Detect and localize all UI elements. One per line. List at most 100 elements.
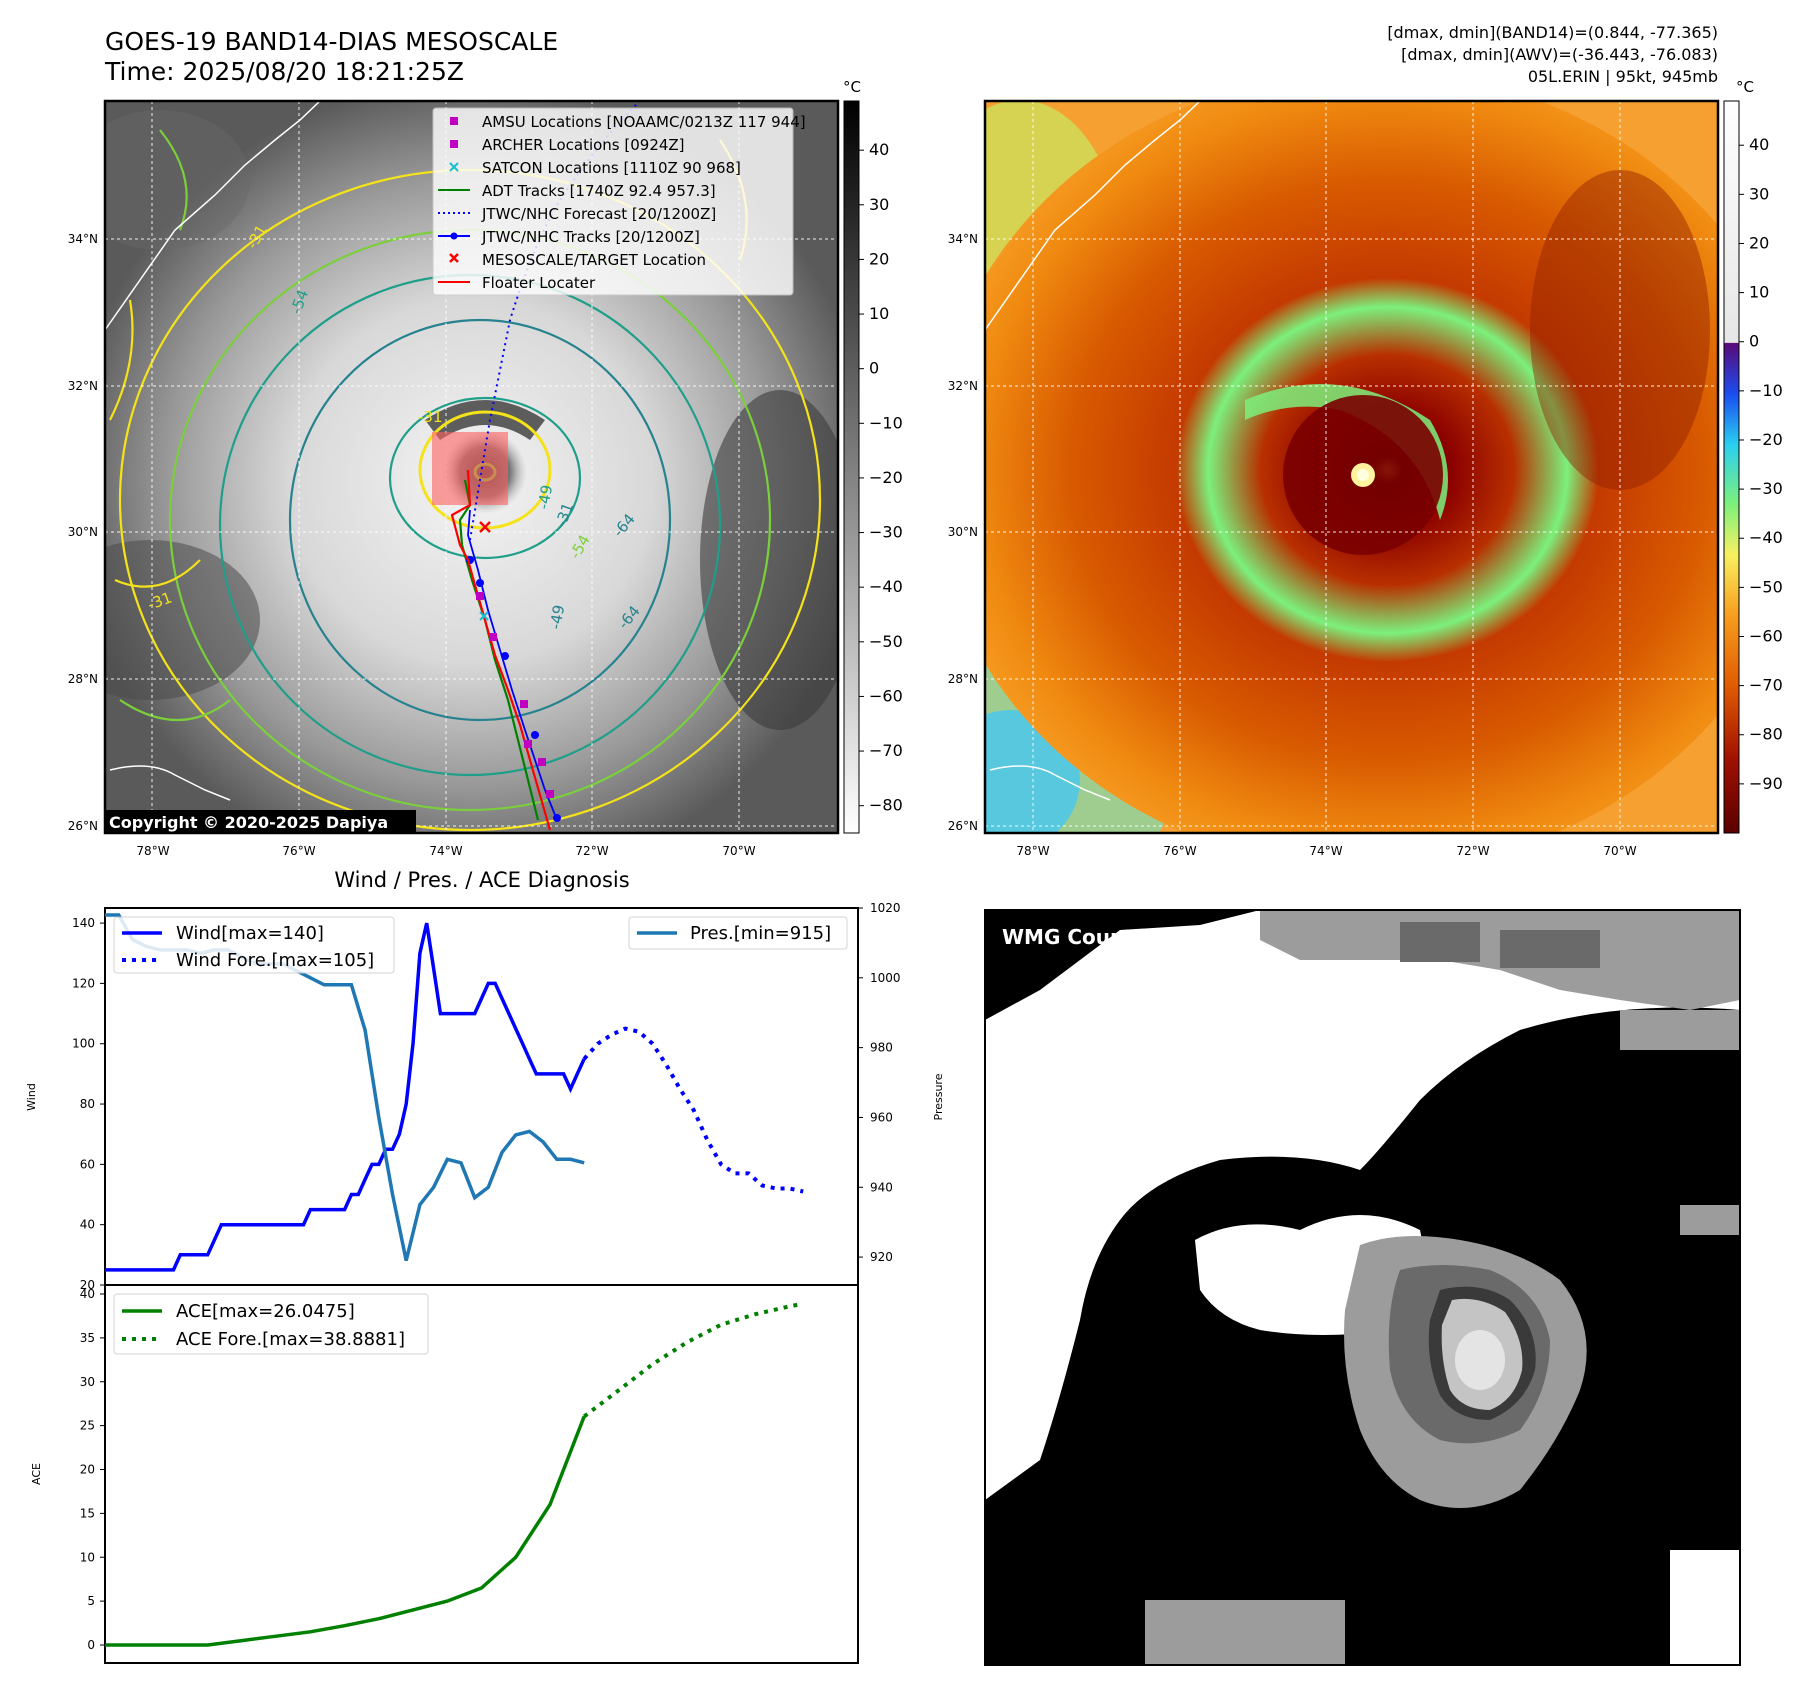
ace-ylabel: ACE [30,1463,43,1485]
colorbar-tick-label: −60 [1749,626,1783,645]
axis-tick-label: 25 [80,1419,95,1433]
legend-satcon: SATCON Locations [1110Z 90 968] [482,159,741,177]
map-ir-axis: 78°W 76°W 74°W 72°W 70°W 34°N 32°N 30°N … [68,232,756,858]
map-legend: AMSU Locations [NOAAMC/0213Z 117 944] AR… [432,107,806,296]
wmg-count-label: WMG Count: 0 [1002,925,1163,949]
lat-tick: 28°N [68,672,98,686]
colorbar-tick-label: −70 [1749,676,1783,695]
colorbar-tick-label: 40 [869,140,889,159]
axis-tick-label: 1020 [870,901,901,915]
lon-tick: 76°W [282,844,315,858]
lon-tick: 74°W [429,844,462,858]
legend-wind: Wind[max=140] [176,923,324,944]
copyright-badge: Copyright © 2020-2025 Dapiya [104,810,416,834]
map-ir-frame [103,99,840,835]
lon-tick: 70°W [722,844,755,858]
magenta-square-icon [450,117,458,125]
lat-tick: 30°N [68,525,98,539]
axis-tick-label: 980 [870,1041,893,1055]
lon-tick: 78°W [1016,844,1049,858]
colorbar-tick-label: 30 [869,195,889,214]
colorbar-tick-label: −80 [1749,725,1783,744]
legend-archer: ARCHER Locations [0924Z] [482,136,685,154]
colorbar-tick-label: −50 [869,632,903,651]
map-color-axis: 78°W 76°W 74°W 72°W 70°W 34°N 32°N 30°N … [948,232,1637,858]
colorbar-tick-label: −10 [1749,381,1783,400]
lat-tick: 30°N [948,525,978,539]
target-marker [479,521,491,533]
floater-track [450,469,552,831]
lon-tick: 78°W [136,844,169,858]
axis-tick-label: 120 [72,976,95,990]
contour-label: -49 [534,483,556,510]
ace-panel: 0 5 10 15 20 25 30 35 40 ACE ACE[max=26.0475] AC… [30,1284,859,1664]
colorbar-tick-label: 0 [869,359,879,378]
axis-tick-label: 0 [87,1638,95,1652]
axis-tick-label: 15 [80,1506,95,1520]
axis-tick-label: 1000 [870,971,901,985]
axis-tick-label: 140 [72,916,95,930]
contour-label: -49 [546,603,568,630]
legend-wind-fore: Wind Fore.[max=105] [176,950,374,971]
axis-tick-label: 35 [80,1331,95,1345]
axis-tick-label: 100 [72,1037,95,1051]
colorbar-tick-label: 40 [1749,135,1769,154]
pressure-ylabel: Pressure [932,1073,945,1120]
main-title-line1: GOES-19 BAND14-DIAS MESOSCALE [105,27,558,56]
info-line2: [dmax, dmin](AWV)=(-36.443, -76.083) [1401,45,1718,64]
colorbar-tick-label: −70 [869,741,903,760]
nhc-forecast-track [469,101,641,541]
blue-line-dot-icon [438,232,470,240]
lat-tick: 34°N [948,232,978,246]
wind-pressure-panel: 20 40 60 80 100 120 140 920 940 960 980 1000 1020 W… [25,901,945,1292]
map-panel-ir-color [983,99,1720,835]
colorbar-tick-label: −60 [869,686,903,705]
axis-tick-label: 40 [80,1218,95,1232]
lon-tick: 72°W [1456,844,1489,858]
axis-tick-label: 60 [80,1157,95,1171]
legend-adt: ADT Tracks [1740Z 92.4 957.3] [482,182,716,200]
copyright-text: Copyright © 2020-2025 Dapiya [109,813,388,832]
axis-tick-label: 10 [80,1550,95,1564]
diag-title: Wind / Pres. / ACE Diagnosis [334,868,629,892]
colorbar-tick-label: −20 [869,468,903,487]
colorbar-tick-label: 10 [1749,283,1769,302]
colorbar-unit: °C [1736,78,1754,96]
lon-tick: 76°W [1163,844,1196,858]
info-line3: 05L.ERIN | 95kt, 945mb [1528,67,1718,86]
lat-tick: 32°N [68,379,98,393]
lat-tick: 26°N [948,819,978,833]
colorbar-tick-label: −10 [869,413,903,432]
colorbar-tick-label: 30 [1749,184,1769,203]
lon-tick: 74°W [1309,844,1342,858]
cyan-x-icon [449,162,459,172]
ace-series-line [105,1415,586,1647]
axis-tick-label: 5 [87,1594,95,1608]
colorbar-tick-label: −40 [869,577,903,596]
legend-pressure: Pres.[min=915] [690,923,831,944]
magenta-square-icon [450,140,458,148]
lat-tick: 28°N [948,672,978,686]
red-x-icon [449,253,459,263]
ace-forecast-series-line [582,1301,804,1418]
axis-tick-label: 940 [870,1180,893,1194]
colorbar-tick-label: −40 [1749,528,1783,547]
legend-ace: ACE[max=26.0475] [176,1301,355,1322]
map-panel-ir-gray: -31 -54 -64 -49 -31 -64 -54 -31 -31 -49 [103,99,840,835]
colorbar-tick-label: −90 [1749,774,1783,793]
axis-tick-label: 920 [870,1250,893,1264]
legend-target: MESOSCALE/TARGET Location [482,251,706,269]
satcon-marker [479,611,489,621]
lat-tick: 26°N [68,819,98,833]
colorbar-tick-label: 20 [1749,233,1769,252]
wmg-panel: WMG Count: 0 [984,909,1741,1666]
colorbar-tick-label: −20 [1749,430,1783,449]
colorbar-gray: °C 40 30 20 10 0 −10 −20 −30 −40 −50 −60 −70 −80 [843,78,903,834]
main-title-line2: Time: 2025/08/20 18:21:25Z [104,57,464,86]
legend-nhc-forecast: JTWC/NHC Forecast [20/1200Z] [481,205,716,223]
colorbar-tick-label: −80 [869,796,903,815]
lat-tick: 34°N [68,232,98,246]
legend-ace-fore: ACE Fore.[max=38.8881] [176,1329,405,1350]
colorbar-tick-label: −30 [869,523,903,542]
